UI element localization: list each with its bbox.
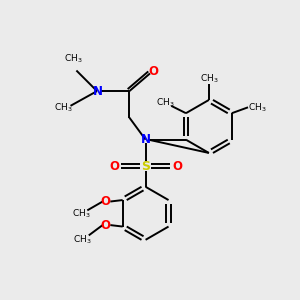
Text: O: O xyxy=(109,160,119,173)
Text: N: N xyxy=(141,133,151,146)
Text: CH$_3$: CH$_3$ xyxy=(73,234,92,246)
Text: O: O xyxy=(172,160,182,173)
Text: CH$_3$: CH$_3$ xyxy=(54,101,73,114)
Text: CH$_3$: CH$_3$ xyxy=(248,101,266,114)
Text: CH$_3$: CH$_3$ xyxy=(64,53,83,65)
Text: S: S xyxy=(141,160,150,173)
Text: O: O xyxy=(101,219,111,232)
Text: N: N xyxy=(93,85,103,98)
Text: O: O xyxy=(148,65,158,79)
Text: O: O xyxy=(101,195,111,208)
Text: CH$_3$: CH$_3$ xyxy=(200,72,218,85)
Text: CH$_3$: CH$_3$ xyxy=(72,208,91,220)
Text: CH$_3$: CH$_3$ xyxy=(156,97,175,109)
